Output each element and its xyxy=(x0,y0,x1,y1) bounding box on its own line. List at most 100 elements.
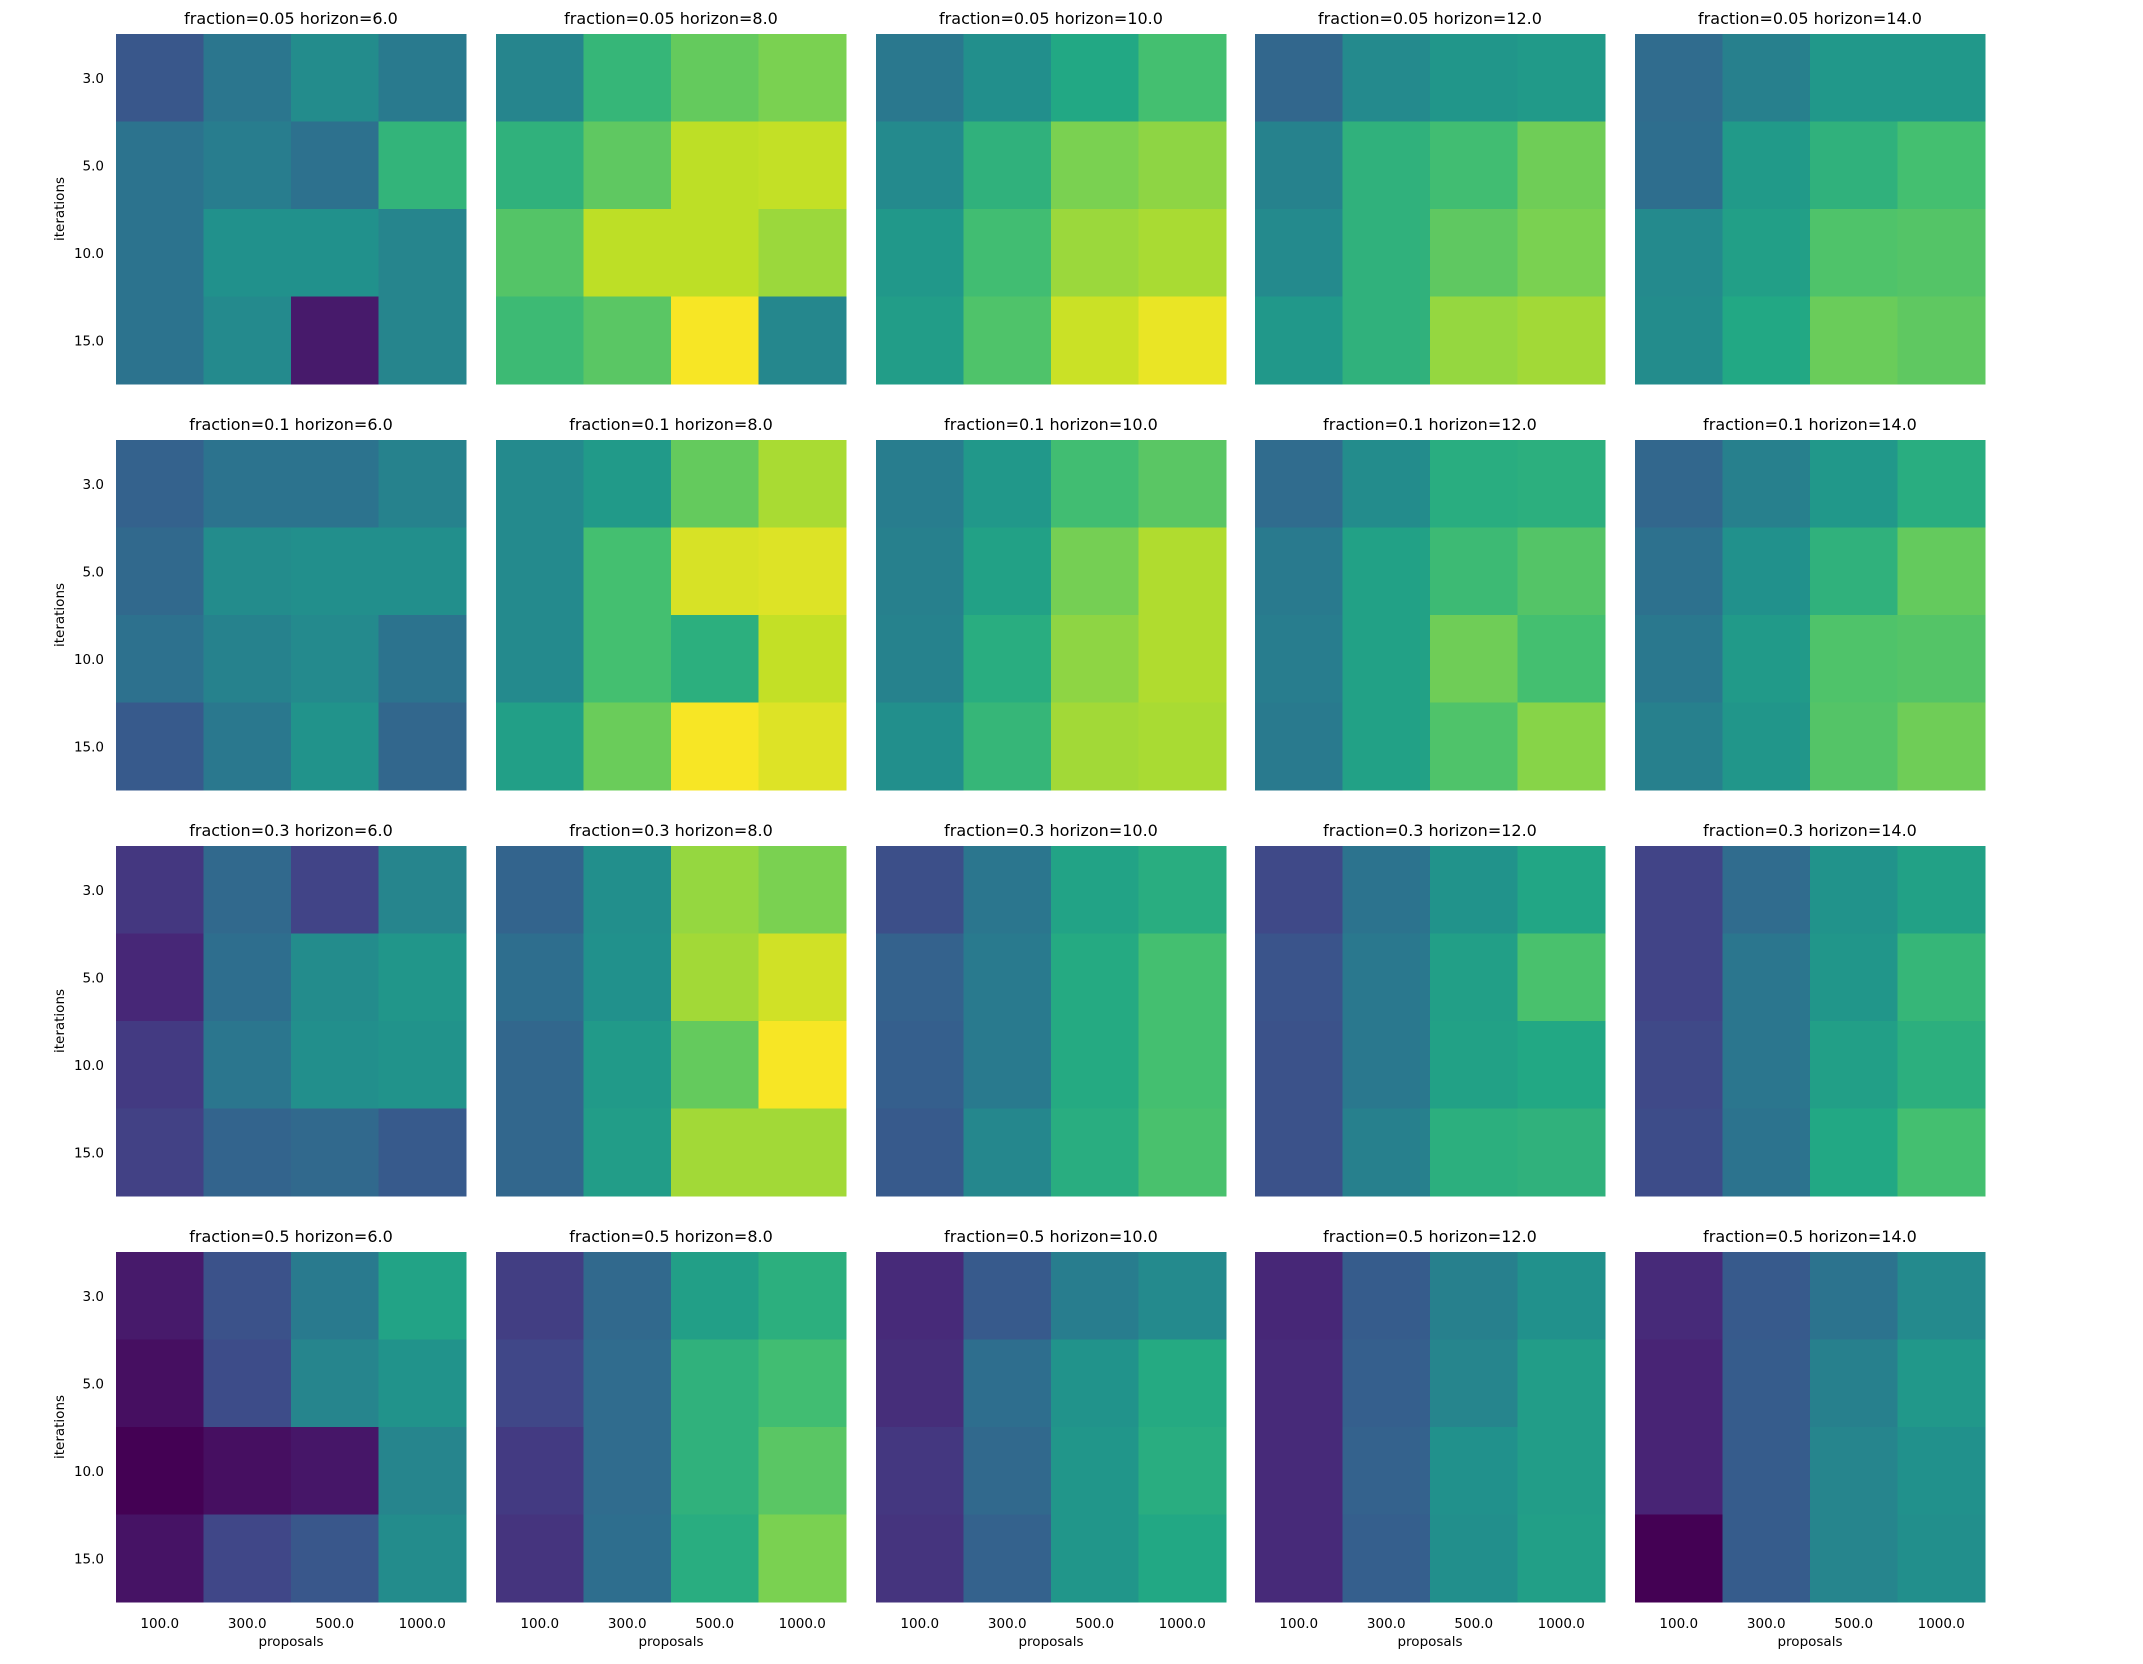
heatmap-cell xyxy=(671,846,759,934)
heatmap-cell xyxy=(583,1252,672,1340)
heatmap-cell xyxy=(378,1108,467,1197)
heatmap-cell xyxy=(876,1339,964,1428)
heatmap-cell xyxy=(1635,1252,1723,1340)
heatmap-cell xyxy=(1897,1514,1986,1603)
heatmap-cell xyxy=(876,527,964,616)
heatmap-cell xyxy=(1897,1427,1986,1515)
heatmap-cell xyxy=(1138,527,1227,616)
heatmap-cell xyxy=(1051,933,1139,1022)
y-tick-label: 5.0 xyxy=(83,1376,104,1392)
heatmap-cell xyxy=(1255,34,1343,122)
heatmap-cell xyxy=(1255,1427,1343,1515)
heatmap-cell xyxy=(116,846,204,934)
x-tick-label: 300.0 xyxy=(228,1616,267,1632)
heatmap-cell xyxy=(1635,527,1723,616)
x-tick-label: 1000.0 xyxy=(779,1616,826,1632)
heatmap-cell xyxy=(1255,933,1343,1022)
heatmap-cell xyxy=(1517,1021,1606,1109)
heatmap-cell xyxy=(291,1252,379,1340)
panel-title: fraction=0.1 horizon=12.0 xyxy=(1323,415,1537,434)
heatmap-cell xyxy=(1051,846,1139,934)
heatmap-cell xyxy=(378,209,467,297)
heatmap-cell xyxy=(1722,440,1811,528)
heatmap-cell xyxy=(1342,615,1431,703)
heatmap-cell xyxy=(758,440,847,528)
heatmap-cell xyxy=(1517,121,1606,210)
heatmap-cell xyxy=(1255,1514,1343,1603)
y-axis-label: iterations xyxy=(52,1395,68,1459)
heatmap-cell xyxy=(1051,1514,1139,1603)
heatmap-cell xyxy=(1138,846,1227,934)
heatmap-cell xyxy=(203,209,292,297)
y-tick-label: 3.0 xyxy=(83,71,104,87)
heatmap-cell xyxy=(1255,527,1343,616)
heatmap-cell xyxy=(496,1427,584,1515)
panel-title: fraction=0.1 horizon=8.0 xyxy=(569,415,773,434)
heatmap-cell xyxy=(963,296,1052,385)
heatmap-panel: fraction=0.3 horizon=6.0 3.0 5.0 10.0 15.0 it… xyxy=(52,821,467,1197)
heatmap-cell xyxy=(203,1108,292,1197)
heatmap-cell xyxy=(1430,615,1518,703)
y-tick-label: 15.0 xyxy=(74,1551,104,1567)
heatmap-cell xyxy=(1342,1021,1431,1109)
heatmap-cell xyxy=(758,846,847,934)
heatmap-panel: fraction=0.05 horizon=14.0 xyxy=(1635,9,1986,385)
heatmap-cell xyxy=(116,1252,204,1340)
heatmap-cell xyxy=(378,1514,467,1603)
heatmap-cell xyxy=(583,527,672,616)
heatmap-cell xyxy=(1517,1514,1606,1603)
heatmap-cell xyxy=(963,209,1052,297)
heatmap-cell xyxy=(1342,527,1431,616)
y-tick-label: 15.0 xyxy=(74,739,104,755)
heatmap-cell xyxy=(1635,1108,1723,1197)
x-tick-label: 100.0 xyxy=(1659,1616,1698,1632)
heatmap-cell xyxy=(1897,296,1986,385)
heatmap-cell xyxy=(116,1427,204,1515)
heatmap-cell xyxy=(1810,1514,1898,1603)
heatmap-cell xyxy=(1051,296,1139,385)
heatmap-cell xyxy=(876,615,964,703)
heatmap-cell xyxy=(1635,846,1723,934)
heatmap-cell xyxy=(496,34,584,122)
heatmap-cell xyxy=(1635,615,1723,703)
heatmap-cell xyxy=(876,1108,964,1197)
heatmap-cell xyxy=(378,1252,467,1340)
heatmap-cell xyxy=(378,121,467,210)
heatmap-cell xyxy=(1051,209,1139,297)
heatmap-cell xyxy=(1722,209,1811,297)
panel-title: fraction=0.3 horizon=6.0 xyxy=(189,821,393,840)
heatmap-cell xyxy=(876,296,964,385)
heatmap-cell xyxy=(1810,121,1898,210)
heatmap-cell xyxy=(1635,1339,1723,1428)
heatmap-cell xyxy=(1810,1108,1898,1197)
heatmap-panel: fraction=0.5 horizon=14.0 100.0 300.0 500.0… xyxy=(1635,1227,1986,1650)
x-tick-label: 100.0 xyxy=(520,1616,559,1632)
heatmap-cell xyxy=(291,296,379,385)
heatmap-cell xyxy=(583,34,672,122)
heatmap-cell xyxy=(291,440,379,528)
heatmap-cell xyxy=(671,527,759,616)
heatmap-cell xyxy=(583,846,672,934)
heatmap-cell xyxy=(1897,1108,1986,1197)
heatmap-cell xyxy=(963,615,1052,703)
heatmap-cell xyxy=(496,1252,584,1340)
heatmap-cell xyxy=(1342,1514,1431,1603)
heatmap-cell xyxy=(116,1108,204,1197)
heatmap-cell xyxy=(1138,1252,1227,1340)
heatmap-cell xyxy=(1342,121,1431,210)
heatmap-cell xyxy=(758,1252,847,1340)
heatmap-cell xyxy=(116,34,204,122)
heatmap-cell xyxy=(1255,615,1343,703)
heatmap-cell xyxy=(1342,440,1431,528)
heatmap-cell xyxy=(758,1514,847,1603)
heatmap-panel: fraction=0.1 horizon=6.0 3.0 5.0 10.0 15.0 it… xyxy=(52,415,467,791)
heatmap-cell xyxy=(671,1021,759,1109)
heatmap-cell xyxy=(1635,1514,1723,1603)
heatmap-cell xyxy=(1138,933,1227,1022)
heatmap-panel: fraction=0.05 horizon=12.0 xyxy=(1255,9,1606,385)
x-tick-label: 100.0 xyxy=(900,1616,939,1632)
heatmap-panel: fraction=0.3 horizon=12.0 xyxy=(1255,821,1606,1197)
x-tick-label: 500.0 xyxy=(315,1616,354,1632)
heatmap-cell xyxy=(1342,933,1431,1022)
heatmap-cell xyxy=(1342,296,1431,385)
